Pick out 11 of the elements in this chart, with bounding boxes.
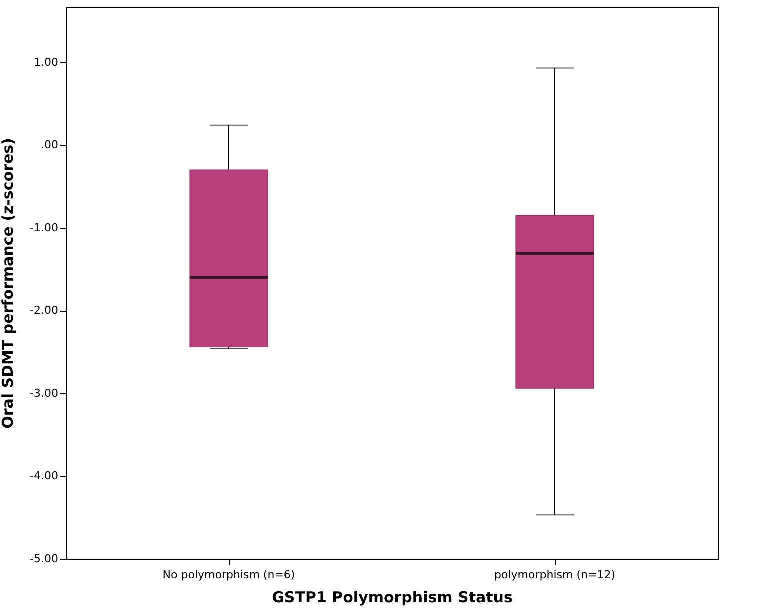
y-tick-label: -3.00 (30, 386, 58, 400)
y-tick-label: -5.00 (30, 552, 58, 566)
x-axis-title: GSTP1 Polymorphism Status (272, 588, 513, 606)
y-tick-label: -2.00 (30, 304, 58, 318)
y-tick-label: -4.00 (30, 470, 58, 483)
y-tick-label: .00 (41, 138, 58, 152)
y-tick-label: 1.00 (34, 56, 58, 69)
y-axis-title: Oral SDMT performance (z-scores) (0, 138, 18, 429)
x-tick-label: polymorphism (n=12) (494, 568, 616, 582)
y-tick-label: -1.00 (30, 221, 58, 234)
x-tick-label: No polymorphism (n=6) (162, 568, 296, 582)
